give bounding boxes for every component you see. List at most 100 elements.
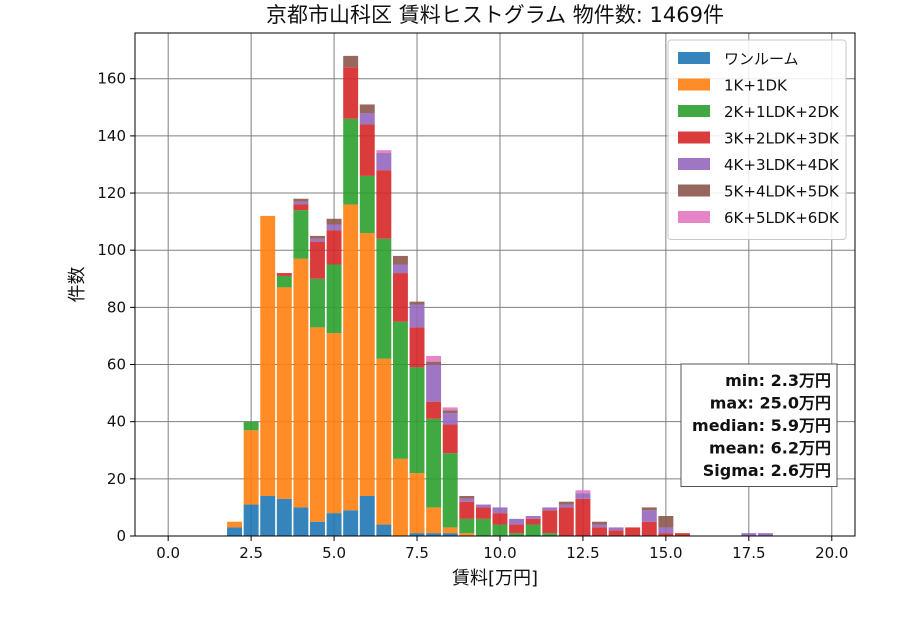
bar-segment: [293, 210, 309, 259]
bar-segment: [608, 530, 624, 536]
stats-box: min: 2.3万円 max: 25.0万円 median: 5.9万円 mean: …: [680, 363, 838, 487]
bar-segment: [442, 533, 458, 536]
bar-segment: [575, 498, 591, 536]
bar-segment: [392, 321, 408, 459]
bar-segment: [359, 113, 375, 125]
bar-segment: [343, 118, 359, 205]
bar-segment: [260, 215, 276, 496]
bar-segment: [243, 421, 259, 431]
bar-segment: [459, 498, 475, 502]
legend-swatch: [678, 131, 710, 144]
y-tick-label: 160: [97, 70, 126, 88]
bar-segment: [409, 327, 425, 368]
bar-segment: [426, 401, 442, 419]
bar-segment: [260, 495, 276, 536]
bar-segment: [658, 527, 674, 534]
bar-segment: [310, 241, 325, 279]
bar-segment: [276, 287, 292, 499]
bar-segment: [442, 453, 458, 528]
bar-segment: [509, 524, 525, 534]
bar-segment: [310, 521, 325, 536]
bar-segment: [376, 170, 392, 239]
bar-segment: [276, 275, 292, 288]
bar-segment: [409, 473, 425, 534]
legend-swatch: [678, 211, 710, 223]
bar-segment: [608, 527, 624, 531]
stats-frame: [680, 363, 838, 487]
y-tick-label: 20: [107, 470, 126, 488]
x-tick-label: 10.0: [483, 544, 516, 562]
bar-segment: [575, 490, 591, 494]
y-tick-label: 0: [116, 527, 126, 545]
bar-segment: [310, 278, 325, 328]
bar-segment: [741, 533, 757, 536]
bar-segment: [426, 507, 442, 534]
bar-segment: [542, 507, 558, 511]
bar-segment: [592, 521, 607, 525]
legend-label: ワンルーム: [724, 50, 799, 68]
legend-swatch: [678, 184, 710, 197]
bar-segment: [475, 518, 491, 536]
stats-line: mean: 6.2万円: [709, 439, 831, 458]
bar-segment: [376, 238, 392, 359]
bar-segment: [243, 430, 259, 505]
bar-segment: [392, 264, 408, 274]
x-axis-label: 賃料[万円]: [452, 568, 538, 589]
bar-segment: [310, 235, 325, 239]
bar-segment: [409, 301, 425, 305]
bar-segment: [625, 527, 641, 536]
bar-segment: [359, 104, 375, 114]
bar-segment: [376, 524, 392, 536]
x-tick-label: 5.0: [322, 544, 346, 562]
bar-segment: [409, 367, 425, 474]
x-tick-label: 7.5: [405, 544, 429, 562]
bar-segment: [293, 204, 309, 211]
bar-segment: [227, 527, 243, 536]
bar-segment: [343, 67, 359, 119]
bars: [227, 55, 773, 536]
plot-frame: [134, 32, 856, 537]
bar-segment: [442, 407, 458, 411]
bar-segment: [293, 507, 309, 536]
bar-segment: [525, 518, 541, 525]
ticks: 0.0 2.5 5.0 7.5 10.0 12.5 15.0 17.5 20.0 0 20 40 60 8…: [97, 70, 848, 562]
stats-line: Sigma: 2.6万円: [703, 461, 831, 480]
y-axis-label: 件数: [67, 267, 88, 303]
bar-segment: [475, 504, 491, 508]
bar-segment: [442, 527, 458, 534]
legend-label: 3K+2LDK+3DK: [724, 130, 840, 148]
legend-swatch: [678, 158, 710, 170]
bar-segment: [293, 201, 309, 205]
bar-segment: [243, 504, 259, 536]
legend: ワンルーム 1K+1DK 2K+1LDK+2DK 3K+2LDK+3DK 4K+3LDK…: [667, 39, 847, 240]
x-tick-label: 2.5: [239, 544, 263, 562]
bar-segment: [276, 273, 292, 276]
bar-segment: [409, 533, 425, 536]
bar-segment: [509, 533, 525, 536]
bar-segment: [592, 524, 607, 528]
bar-segment: [459, 501, 475, 519]
bar-segment: [426, 533, 442, 536]
bar-segment: [558, 501, 574, 505]
legend-label: 4K+3LDK+4DK: [724, 156, 840, 174]
bar-segment: [343, 55, 359, 68]
bar-segment: [757, 533, 773, 536]
bar-segment: [310, 327, 325, 522]
bar-segment: [592, 527, 607, 536]
bar-segment: [343, 510, 359, 536]
legend-swatch: [678, 52, 710, 64]
bar-segment: [343, 204, 359, 511]
bar-segment: [509, 518, 525, 525]
legend-swatch: [678, 105, 710, 117]
legend-swatch: [678, 78, 710, 91]
bar-segment: [475, 507, 491, 519]
bar-segment: [359, 175, 375, 234]
bar-segment: [326, 333, 342, 514]
x-tick-label: 0.0: [156, 544, 180, 562]
bar-segment: [359, 495, 375, 536]
x-tick-label: 17.5: [732, 544, 765, 562]
bar-segment: [542, 533, 558, 536]
bar-segment: [326, 264, 342, 334]
bar-segment: [658, 515, 674, 528]
